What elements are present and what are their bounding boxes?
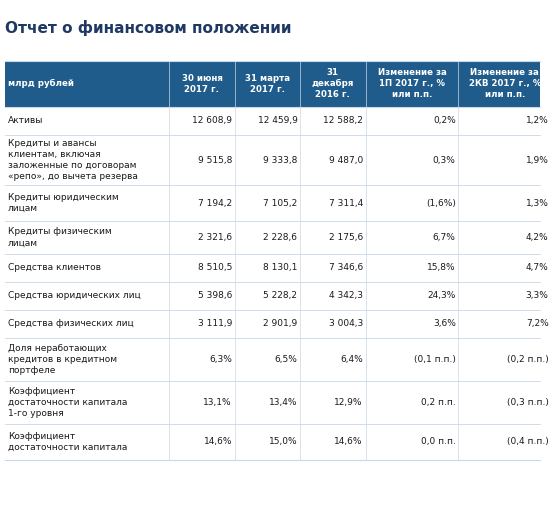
Text: 4,2%: 4,2%: [526, 233, 548, 242]
Text: 12 588,2: 12 588,2: [323, 116, 363, 125]
Text: Средства физических лиц: Средства физических лиц: [8, 320, 134, 328]
FancyBboxPatch shape: [6, 254, 540, 282]
Text: Изменение за
1П 2017 г., %
или п.п.: Изменение за 1П 2017 г., % или п.п.: [378, 68, 447, 100]
FancyBboxPatch shape: [6, 424, 540, 460]
Text: (0,4 п.п.): (0,4 п.п.): [507, 437, 548, 447]
Text: 0,2%: 0,2%: [433, 116, 456, 125]
Text: 31
декабря
2016 г.: 31 декабря 2016 г.: [312, 68, 354, 100]
Text: 7 194,2: 7 194,2: [198, 199, 232, 208]
Text: 9 333,8: 9 333,8: [263, 155, 298, 165]
Text: 2 228,6: 2 228,6: [263, 233, 298, 242]
Text: 2 901,9: 2 901,9: [263, 320, 298, 328]
FancyBboxPatch shape: [6, 381, 540, 424]
Text: Кредиты юридическим
лицам: Кредиты юридическим лицам: [8, 193, 119, 213]
Text: 5 398,6: 5 398,6: [197, 292, 232, 300]
Text: 12 459,9: 12 459,9: [257, 116, 298, 125]
Text: 15,8%: 15,8%: [427, 264, 456, 272]
Text: 4 342,3: 4 342,3: [329, 292, 363, 300]
Text: 7 311,4: 7 311,4: [329, 199, 363, 208]
Text: 6,5%: 6,5%: [274, 355, 298, 364]
Text: Отчет о финансовом положении: Отчет о финансовом положении: [6, 20, 292, 36]
Text: (0,1 п.п.): (0,1 п.п.): [414, 355, 456, 364]
Text: 12,9%: 12,9%: [334, 398, 363, 407]
Text: 3,6%: 3,6%: [433, 320, 456, 328]
Text: 2 175,6: 2 175,6: [329, 233, 363, 242]
Text: Средства клиентов: Средства клиентов: [8, 264, 101, 272]
Text: Коэффициент
достаточности капитала
1-го уровня: Коэффициент достаточности капитала 1-го …: [8, 387, 128, 418]
Text: (0,2 п.п.): (0,2 п.п.): [507, 355, 548, 364]
Text: 7 105,2: 7 105,2: [263, 199, 298, 208]
Text: 3,3%: 3,3%: [526, 292, 548, 300]
Text: 0,0 п.п.: 0,0 п.п.: [421, 437, 456, 447]
Text: 30 июня
2017 г.: 30 июня 2017 г.: [182, 74, 222, 94]
Text: Кредиты физическим
лицам: Кредиты физическим лицам: [8, 228, 112, 247]
FancyBboxPatch shape: [6, 135, 540, 185]
Text: 9 487,0: 9 487,0: [329, 155, 363, 165]
Text: 5 228,2: 5 228,2: [263, 292, 298, 300]
Text: 14,6%: 14,6%: [334, 437, 363, 447]
Text: млрд рублей: млрд рублей: [8, 79, 74, 88]
Text: 24,3%: 24,3%: [427, 292, 456, 300]
Text: 13,1%: 13,1%: [204, 398, 232, 407]
Text: 2 321,6: 2 321,6: [198, 233, 232, 242]
Text: 13,4%: 13,4%: [269, 398, 298, 407]
Text: 6,3%: 6,3%: [209, 355, 232, 364]
FancyBboxPatch shape: [6, 221, 540, 254]
Text: Средства юридических лиц: Средства юридических лиц: [8, 292, 141, 300]
Text: 6,4%: 6,4%: [340, 355, 363, 364]
Text: 6,7%: 6,7%: [433, 233, 456, 242]
Text: 3 111,9: 3 111,9: [197, 320, 232, 328]
Text: 31 марта
2017 г.: 31 марта 2017 г.: [245, 74, 290, 94]
Text: 4,7%: 4,7%: [526, 264, 548, 272]
Text: 0,2 п.п.: 0,2 п.п.: [421, 398, 456, 407]
FancyBboxPatch shape: [6, 310, 540, 338]
Text: Изменение за
2КВ 2017 г., %
или п.п.: Изменение за 2КВ 2017 г., % или п.п.: [469, 68, 541, 100]
Text: 12 608,9: 12 608,9: [192, 116, 232, 125]
Text: Кредиты и авансы
клиентам, включая
заложенные по договорам
«репо», до вычета рез: Кредиты и авансы клиентам, включая залож…: [8, 139, 138, 181]
Text: 3 004,3: 3 004,3: [329, 320, 363, 328]
Text: 15,0%: 15,0%: [269, 437, 298, 447]
Text: Доля неработающих
кредитов в кредитном
портфеле: Доля неработающих кредитов в кредитном п…: [8, 344, 117, 375]
Text: 0,3%: 0,3%: [433, 155, 456, 165]
Text: (0,3 п.п.): (0,3 п.п.): [507, 398, 548, 407]
Text: 7,2%: 7,2%: [526, 320, 548, 328]
FancyBboxPatch shape: [6, 185, 540, 221]
Text: 1,9%: 1,9%: [526, 155, 548, 165]
Text: 7 346,6: 7 346,6: [329, 264, 363, 272]
Text: Коэффициент
достаточности капитала: Коэффициент достаточности капитала: [8, 432, 128, 452]
FancyBboxPatch shape: [6, 61, 540, 107]
Text: 9 515,8: 9 515,8: [197, 155, 232, 165]
Text: 8 510,5: 8 510,5: [197, 264, 232, 272]
Text: 14,6%: 14,6%: [204, 437, 232, 447]
Text: 8 130,1: 8 130,1: [263, 264, 298, 272]
Text: (1,6%): (1,6%): [426, 199, 456, 208]
Text: Активы: Активы: [8, 116, 43, 125]
FancyBboxPatch shape: [6, 107, 540, 135]
FancyBboxPatch shape: [6, 338, 540, 381]
FancyBboxPatch shape: [6, 282, 540, 310]
Text: 1,3%: 1,3%: [526, 199, 548, 208]
Text: 1,2%: 1,2%: [526, 116, 548, 125]
